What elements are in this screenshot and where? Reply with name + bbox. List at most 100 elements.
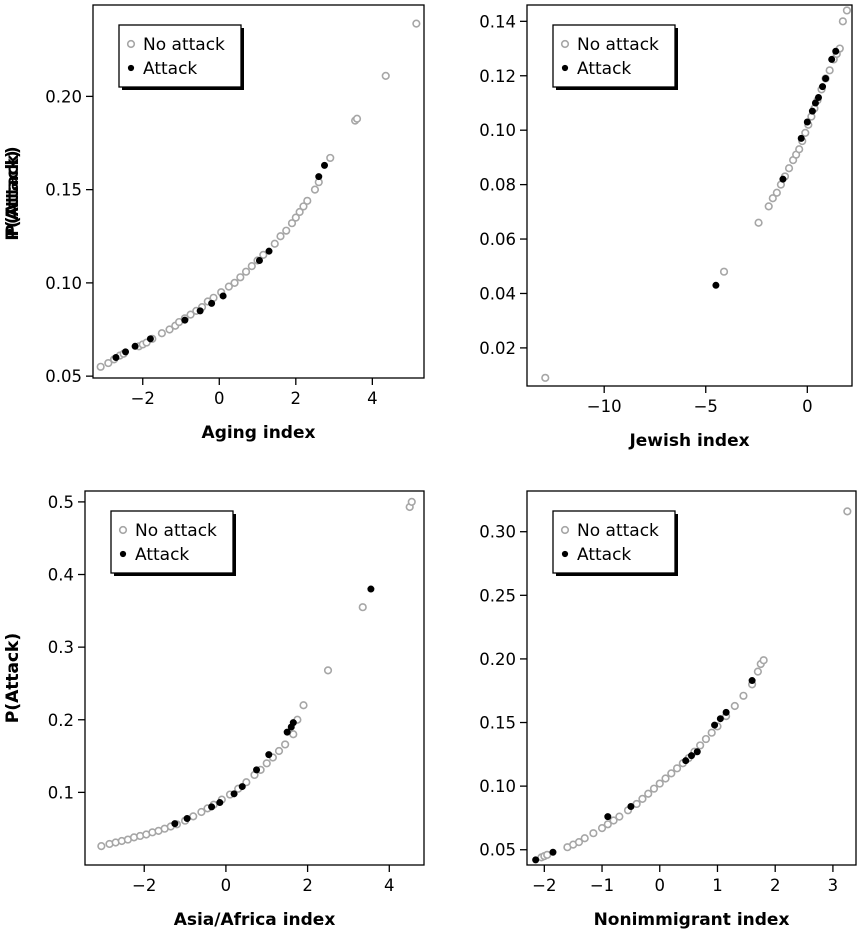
panel-aging-index: Aging index P(Attack) −2 0 2 4 0.05 0.10 0.15 0…	[3, 4, 425, 443]
point-no-attack	[247, 262, 256, 271]
point-no-attack	[104, 358, 113, 368]
point-attack	[230, 790, 238, 798]
y-tick-label: 0.10	[479, 121, 516, 140]
y-tick-label: 0.30	[479, 523, 516, 542]
point-attack	[112, 353, 120, 361]
point-no-attack	[323, 666, 333, 675]
y-tick-label: 0.3	[48, 638, 74, 657]
point-attack	[722, 708, 730, 716]
legend-label-no-attack: No attack	[577, 521, 659, 541]
x-tick-label: 0	[802, 397, 813, 416]
point-attack	[711, 721, 719, 729]
point-no-attack	[753, 667, 762, 676]
legend-marker-attack	[119, 550, 127, 558]
point-no-attack	[270, 239, 279, 248]
point-no-attack	[259, 250, 268, 260]
legend-box	[552, 24, 676, 88]
point-attack	[627, 802, 635, 810]
point-no-attack	[589, 829, 598, 838]
point-attack	[712, 281, 720, 289]
point-no-attack	[157, 329, 166, 338]
x-tick-label: 4	[384, 876, 395, 895]
y-tick-label: 0.02	[479, 339, 516, 358]
point-no-attack	[326, 153, 335, 163]
point-no-attack	[543, 850, 552, 859]
x-tick-label: 2	[302, 876, 313, 895]
point-no-attack	[603, 820, 612, 829]
point-attack	[688, 752, 696, 760]
point-no-attack	[644, 789, 653, 798]
x-tick-label: −5	[694, 397, 718, 416]
x-axis-title: Jewish index	[628, 431, 749, 451]
y-tick-label: 0.05	[479, 841, 516, 860]
point-attack	[208, 803, 216, 811]
point-no-attack	[407, 497, 416, 506]
point-attack	[797, 134, 805, 142]
point-no-attack	[96, 362, 105, 371]
y-tick-label: 0.08	[479, 176, 516, 195]
point-no-attack	[291, 213, 300, 222]
point-no-attack	[282, 226, 291, 235]
point-no-attack	[274, 746, 284, 756]
point-attack	[219, 292, 227, 300]
y-tick-label: 0.06	[479, 230, 516, 249]
x-tick-label: −2	[532, 876, 556, 895]
legend-box	[552, 510, 676, 574]
y-tick-label: 0.1	[48, 783, 74, 802]
y-tick-label: 0.15	[479, 714, 516, 733]
point-no-attack	[381, 71, 390, 80]
point-attack	[693, 748, 701, 756]
point-no-attack	[768, 194, 777, 203]
point-no-attack	[719, 267, 729, 276]
legend-label-attack: Attack	[143, 59, 197, 79]
x-tick-label: 3	[828, 876, 839, 895]
plot-frame	[526, 490, 857, 866]
point-attack	[819, 83, 827, 91]
point-no-attack	[649, 784, 659, 793]
point-no-attack	[165, 325, 174, 334]
plot-frame	[84, 490, 425, 866]
point-no-attack	[730, 701, 739, 711]
point-no-attack	[772, 188, 781, 197]
y-tick-label: 0.04	[479, 284, 516, 303]
point-attack	[146, 335, 154, 343]
point-attack	[716, 715, 724, 723]
point-attack	[253, 766, 261, 774]
point-attack	[549, 848, 557, 856]
point-no-attack	[186, 310, 195, 319]
point-attack	[321, 161, 329, 169]
point-no-attack	[825, 66, 834, 75]
point-no-attack	[638, 794, 647, 803]
point-no-attack	[574, 838, 584, 847]
point-attack	[131, 342, 139, 350]
point-attack	[208, 299, 216, 307]
y-tick-label: 0.4	[48, 566, 74, 585]
point-no-attack	[281, 740, 290, 749]
y-tick-label: 0.5	[48, 493, 74, 512]
point-no-attack	[289, 730, 298, 739]
point-no-attack	[801, 128, 810, 138]
point-attack	[315, 173, 323, 181]
y-axis-title: P(Attack)	[3, 150, 23, 240]
x-axis-title: Aging index	[202, 423, 316, 443]
point-no-attack	[352, 114, 362, 123]
point-no-attack	[230, 278, 239, 287]
y-tick-label: 0.20	[479, 650, 516, 669]
x-tick-label: 0	[214, 389, 225, 408]
point-no-attack	[615, 812, 624, 821]
legend-label-no-attack: No attack	[577, 35, 659, 55]
legend-marker-attack	[561, 550, 569, 558]
legend-marker-no-attack	[118, 525, 128, 535]
y-tick-label: 0.14	[479, 12, 516, 31]
y-axis-title: P(Attack)	[3, 633, 23, 723]
legend-label-no-attack: No attack	[135, 521, 217, 541]
point-attack	[183, 815, 191, 823]
point-attack	[682, 757, 690, 765]
x-tick-label: 4	[367, 389, 378, 408]
point-no-attack	[242, 778, 251, 787]
point-attack	[604, 813, 612, 821]
point-no-attack	[276, 232, 285, 241]
point-attack	[811, 99, 819, 107]
legend-label-attack: Attack	[577, 59, 631, 79]
point-attack	[238, 783, 246, 791]
